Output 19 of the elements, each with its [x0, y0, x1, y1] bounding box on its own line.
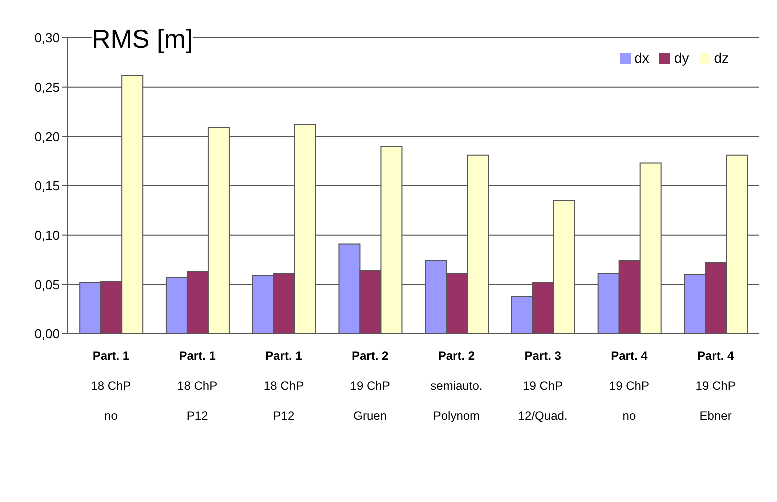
y-tick-label: 0,20 [34, 129, 60, 144]
category-label: Part. 2 19 ChP Gruen [350, 349, 390, 423]
category-label: Part. 1 18 ChP P12 [178, 349, 218, 423]
legend-label: dz [714, 50, 729, 66]
category-label: Part. 4 19 ChP no [609, 349, 650, 423]
category-label: Part. 3 19 ChP 12/Quad. [518, 349, 568, 423]
category-label: Part. 4 19 ChP Ebner [696, 349, 736, 423]
legend-label: dx [634, 50, 650, 66]
category-label: Part. 2 semiauto. Polynom [430, 349, 483, 423]
chart-title: RMS [m] [92, 24, 194, 55]
category-label: Part. 1 18 ChP no [91, 349, 132, 423]
y-tick-label: 0,00 [34, 326, 60, 342]
y-tick-label: 0,30 [34, 30, 60, 46]
category-label: Part. 1 18 ChP P12 [264, 349, 304, 423]
y-tick-label: 0,25 [34, 80, 60, 95]
y-tick-label: 0,15 [34, 178, 60, 194]
legend-label: dy [674, 50, 690, 66]
y-tick-label: 0,10 [34, 228, 60, 243]
y-tick-label: 0,05 [34, 277, 60, 292]
